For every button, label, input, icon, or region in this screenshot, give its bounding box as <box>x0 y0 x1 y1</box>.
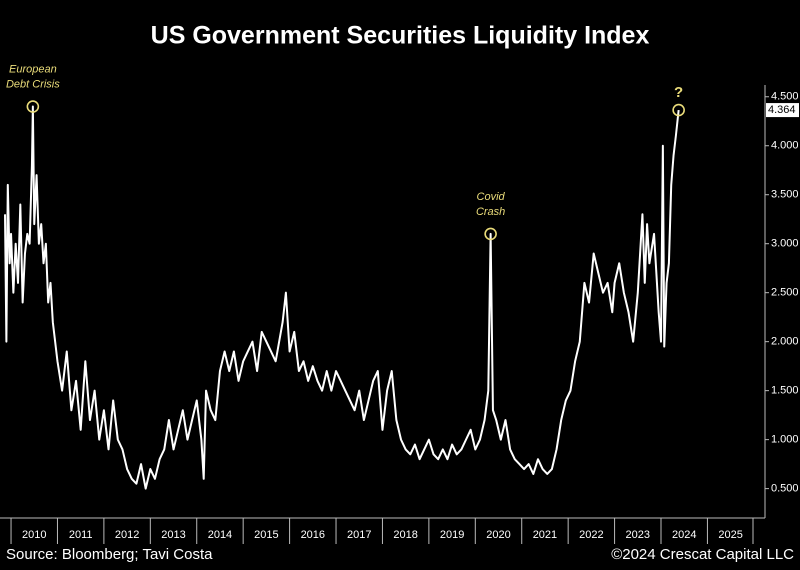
annotation-text: Crash <box>476 206 505 218</box>
x-tick-label: 2025 <box>718 529 742 541</box>
x-tick-label: 2024 <box>672 529 696 541</box>
y-tick-label: 4.000 <box>771 140 799 152</box>
annotation-circle <box>484 227 497 241</box>
y-tick-label: 1.000 <box>771 434 799 446</box>
annotation-circle <box>26 100 40 113</box>
x-tick-label: 2023 <box>626 529 650 541</box>
x-tick-label: 2016 <box>301 529 325 541</box>
annotation-text: Debt Crisis <box>6 78 60 90</box>
y-tick-label: 0.500 <box>771 483 799 495</box>
x-tick-label: 2021 <box>533 529 557 541</box>
last-value-label: 4.364 <box>768 104 796 116</box>
x-tick-label: 2014 <box>208 529 232 541</box>
y-tick-label: 3.500 <box>771 189 799 201</box>
y-tick-label: 3.000 <box>771 238 799 250</box>
y-tick-label: 2.500 <box>771 287 799 299</box>
x-tick-label: 2013 <box>161 529 185 541</box>
x-tick-label: 2011 <box>69 529 93 541</box>
line <box>4 105 680 490</box>
y-tick-label: 2.000 <box>771 336 799 348</box>
x-tick-label: 2019 <box>440 529 464 541</box>
y-tick-label: 4.500 <box>771 91 799 103</box>
x-tick-label: 2022 <box>579 529 603 541</box>
copyright: ©2024 Crescat Capital LLC <box>611 546 794 563</box>
annotation-text: ? <box>674 84 683 101</box>
x-tick-label: 2010 <box>22 529 46 541</box>
x-tick-label: 2017 <box>347 529 371 541</box>
annotation-circle <box>672 103 685 117</box>
x-tick-label: 2020 <box>486 529 510 541</box>
annotation-text: European <box>9 63 57 75</box>
annotation-text: Covid <box>477 191 506 203</box>
y-tick-label: 1.500 <box>771 385 799 397</box>
last-value-box <box>766 103 799 118</box>
x-tick-label: 2015 <box>254 529 278 541</box>
source: Source: Bloomberg; Tavi Costa <box>6 546 213 563</box>
chart-title: US Government Securities Liquidity Index <box>151 22 650 50</box>
x-tick-label: 2012 <box>115 529 139 541</box>
x-tick-label: 2018 <box>393 529 417 541</box>
